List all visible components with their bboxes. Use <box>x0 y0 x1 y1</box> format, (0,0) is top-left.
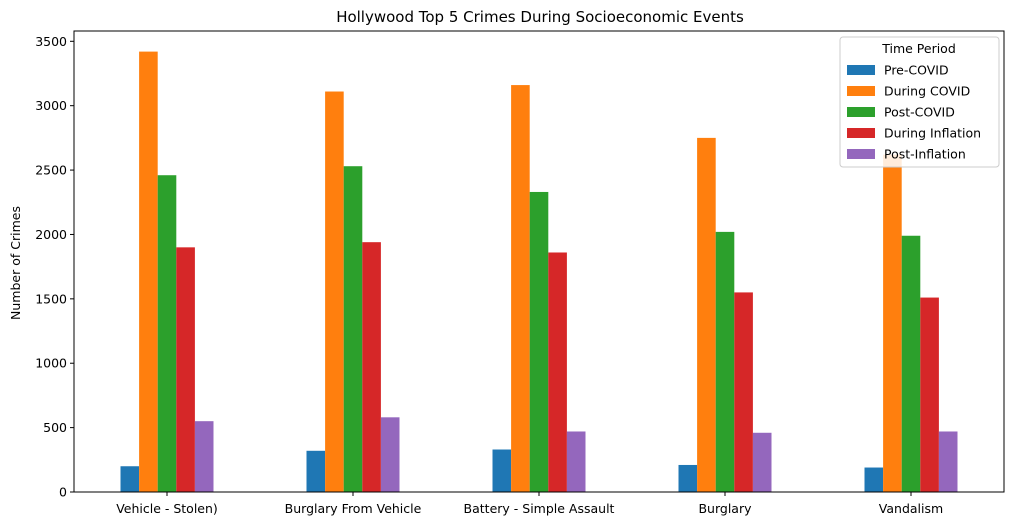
bar-during-inflation-2 <box>548 252 567 492</box>
legend-swatch <box>847 86 875 96</box>
y-tick-label: 500 <box>43 420 67 435</box>
bar-during-inflation-0 <box>176 247 195 492</box>
x-tick-label: Battery - Simple Assault <box>464 501 615 516</box>
plot-frame <box>73 30 1005 493</box>
bar-during-covid-0 <box>139 51 158 492</box>
x-tick-label: Burglary <box>698 501 752 516</box>
y-tick-label: 2500 <box>35 163 67 178</box>
y-axis-label: Number of Crimes <box>8 206 23 320</box>
y-tick-label: 1500 <box>35 291 67 306</box>
legend-label: During Inflation <box>884 126 981 141</box>
legend-label: Pre-COVID <box>884 63 949 78</box>
legend-label: During COVID <box>884 84 970 99</box>
bar-post-inflation-2 <box>566 431 586 492</box>
x-ticks: Vehicle - Stolen) Burglary From Vehicle Ba… <box>116 492 943 516</box>
y-ticks: 0 500 1000 1500 2000 2500 3000 3500 <box>35 34 74 500</box>
bar-during-inflation-1 <box>362 242 381 492</box>
bar-post-inflation-1 <box>380 417 400 492</box>
bar-pre-covid-4 <box>864 467 884 492</box>
y-tick-label: 0 <box>59 485 67 500</box>
bar-during-covid-1 <box>325 91 344 493</box>
bar-post-inflation-3 <box>752 432 772 492</box>
bar-post-covid-0 <box>157 175 177 492</box>
bar-post-covid-2 <box>529 191 549 492</box>
bar-post-inflation-0 <box>194 421 214 492</box>
legend-title: Time Period <box>881 41 956 56</box>
bar-pre-covid-0 <box>120 466 140 492</box>
bar-pre-covid-1 <box>306 450 326 492</box>
legend: Time Period Pre-COVID During COVID Post-CO… <box>839 36 1000 168</box>
bar-during-inflation-3 <box>734 292 753 492</box>
legend-box <box>839 36 1000 168</box>
bar-post-inflation-4 <box>938 431 958 492</box>
bar-post-covid-1 <box>343 166 363 492</box>
bar-during-covid-3 <box>697 137 716 492</box>
bar-pre-covid-2 <box>492 449 512 492</box>
legend-swatch <box>847 107 875 117</box>
x-tick-label: Vehicle - Stolen) <box>116 501 218 516</box>
bar-post-covid-4 <box>901 235 921 492</box>
bar-during-covid-2 <box>511 85 530 492</box>
legend-swatch <box>847 149 875 159</box>
y-tick-label: 1000 <box>35 356 67 371</box>
bar-during-covid-4 <box>883 154 902 492</box>
x-tick-label: Burglary From Vehicle <box>285 501 422 516</box>
bars-layer <box>120 51 958 493</box>
y-tick-label: 3000 <box>35 98 67 113</box>
y-tick-label: 2000 <box>35 227 67 242</box>
legend-swatch <box>847 65 875 75</box>
y-tick-label: 3500 <box>35 34 67 49</box>
bar-post-covid-3 <box>715 231 735 492</box>
bar-during-inflation-4 <box>920 297 939 492</box>
x-tick-label: Vandalism <box>879 501 943 516</box>
chart-title: Hollywood Top 5 Crimes During Socioecono… <box>336 8 744 26</box>
legend-swatch <box>847 128 875 138</box>
bar-pre-covid-3 <box>678 464 698 492</box>
legend-label: Post-Inflation <box>884 147 966 162</box>
legend-label: Post-COVID <box>884 105 955 120</box>
